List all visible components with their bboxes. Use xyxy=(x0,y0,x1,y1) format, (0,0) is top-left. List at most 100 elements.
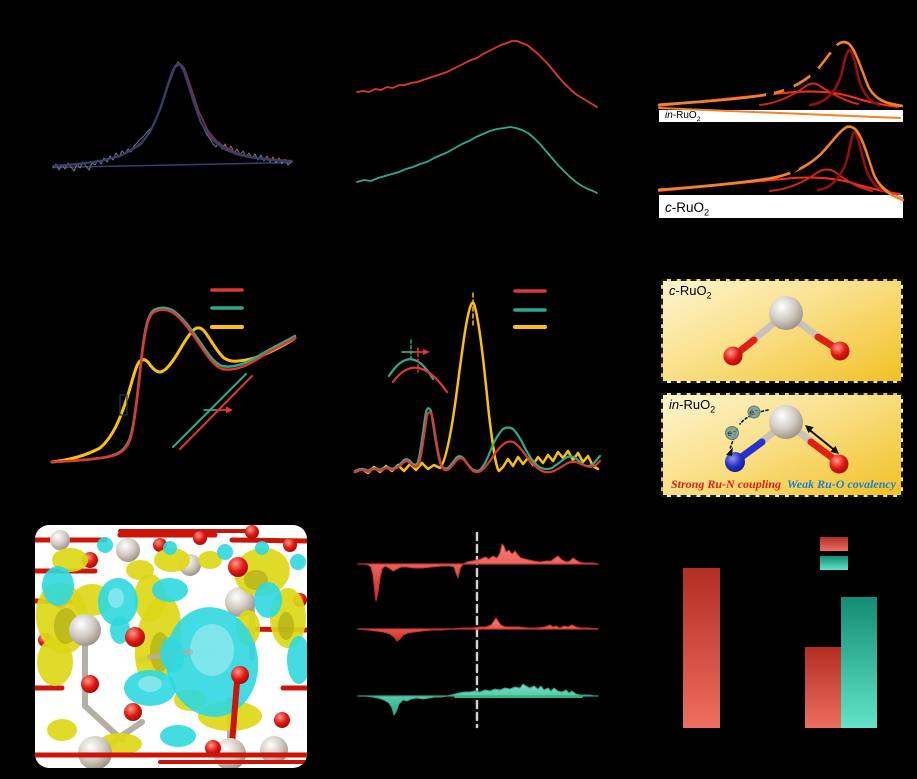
schematic-o-atom-left xyxy=(723,346,743,366)
charge-bond-red-front xyxy=(229,679,240,747)
xps-top-shoulder-peak xyxy=(759,82,859,106)
xps-top-broad-peak xyxy=(658,90,899,108)
charge-atom-red-front xyxy=(228,557,248,577)
xanes-inset-arrowhead xyxy=(226,406,233,414)
charge-blob-yellow xyxy=(52,548,88,572)
charge-blob-cyan xyxy=(287,636,307,684)
charge-blob-cyan xyxy=(254,582,282,618)
xps-top-label-rest: -RuO xyxy=(672,110,697,121)
xps-top-envelope-gap xyxy=(810,68,819,77)
exafs-red-curve xyxy=(353,411,602,474)
charge-blob-yellow xyxy=(126,560,154,580)
xps-top-label-prefix: in xyxy=(665,110,673,121)
charge-atom-red xyxy=(283,538,297,552)
schematic-o-atom-right xyxy=(830,341,850,361)
charge-atom-silver xyxy=(116,538,140,562)
xps-top-baseline-tail xyxy=(658,107,901,119)
exafs-teal-curve xyxy=(353,407,602,473)
xps-top-main-peak xyxy=(808,48,881,107)
xps-bottom-label: c-RuO2 xyxy=(665,197,709,224)
xps-top-envelope-gap xyxy=(766,91,774,97)
charge-blob-olive xyxy=(278,612,294,640)
xanes-inset-red-line xyxy=(179,375,253,450)
schematic-c-ruo2-title: c-RuO2 xyxy=(669,283,711,301)
xps-top-envelope-gap xyxy=(830,45,838,53)
epr-fit-shadow xyxy=(54,63,293,167)
charge-blob-cyan xyxy=(217,544,233,560)
charge-atom-red-front xyxy=(124,703,142,721)
weak-ru-o-covalency-label: Weak Ru-O covalency xyxy=(787,477,897,491)
charge-atom-red-front xyxy=(125,627,145,647)
schematic-ru-atom-top xyxy=(769,296,803,330)
charge-atom-red-front xyxy=(231,666,249,684)
charge-atom-red xyxy=(193,531,207,545)
charge-atom-silver-front xyxy=(260,736,288,764)
schematic-in-sub: 2 xyxy=(710,404,716,415)
charge-atom-red-front xyxy=(205,740,221,756)
charge-blob-cyan xyxy=(163,541,177,555)
electron-label: e⁻ xyxy=(727,428,737,438)
raman-lower-curve xyxy=(356,126,598,194)
schematic-double-arrow-head xyxy=(830,445,839,454)
exafs-inset-arrowhead xyxy=(423,349,430,355)
epr-baseline xyxy=(52,161,293,169)
schematic-electron-arrowhead xyxy=(726,447,733,456)
bar-legend-teal-swatch xyxy=(820,556,848,570)
charge-rod-red xyxy=(229,537,307,544)
epr-fit-curve xyxy=(52,62,293,167)
schematic-c-prefix: c xyxy=(669,283,676,298)
charge-blob-cyan xyxy=(42,566,74,606)
schematic-o-atom-bottom xyxy=(829,454,849,474)
schematic-electron-circle xyxy=(725,426,739,440)
schematic-n-atom xyxy=(725,452,745,472)
charge-blob-yellow xyxy=(37,638,73,686)
electron-label: e⁻ xyxy=(749,407,759,417)
schematic-box-c-ruo2 xyxy=(661,279,903,383)
cohp-trace1-area xyxy=(357,543,599,602)
xps-bottom-main-peak xyxy=(816,130,887,193)
bar-red-tall xyxy=(683,568,720,728)
xps-bottom-label-prefix: c xyxy=(665,200,672,215)
xps-bottom-envelope-gap xyxy=(790,166,799,174)
charge-blob-yellow xyxy=(47,719,77,741)
cohp-trace2-area xyxy=(357,617,599,642)
xps-top-label: in-RuO2 xyxy=(665,110,700,126)
epr-raw-trace xyxy=(52,61,293,172)
charge-blob-cyan-highlight xyxy=(138,676,162,692)
charge-blob-yellow xyxy=(198,551,222,569)
schematic-c-sub: 2 xyxy=(706,290,712,301)
charge-atom-silver xyxy=(225,587,255,617)
charge-blob-cyan xyxy=(97,537,113,553)
xps-bottom-envelope-gap xyxy=(814,146,822,155)
xps-top-envelope xyxy=(657,40,904,108)
xps-top-label-sub: 2 xyxy=(696,116,701,123)
cohp-trace3-area xyxy=(357,683,599,716)
charge-blob-cyan xyxy=(290,554,306,570)
xps-top-envelope-gap xyxy=(784,85,794,92)
xps-bottom-label-rest: -RuO xyxy=(671,200,705,215)
charge-blob-cyan xyxy=(255,541,269,555)
xps-bottom-label-sub: 2 xyxy=(704,207,710,218)
charge-atom-red-front xyxy=(81,675,99,693)
charge-atom-silver-front xyxy=(69,614,101,646)
bar-legend-red-swatch xyxy=(820,537,848,551)
charge-blob-cyan xyxy=(152,578,188,602)
schematic-ru-atom-bottom xyxy=(769,405,803,439)
bar-red-short xyxy=(805,647,841,728)
xanes-teal-curve xyxy=(50,306,297,464)
schematic-in-prefix: in xyxy=(669,397,680,412)
charge-disc-cyan xyxy=(159,637,185,673)
charge-atom-red xyxy=(245,525,259,539)
charge-blob-cyan xyxy=(160,725,196,747)
charge-atom-red-front xyxy=(274,712,290,728)
xps-bottom-shoulder-peak xyxy=(769,168,873,192)
xps-bottom-label-strip xyxy=(659,195,903,218)
schematic-electron-circle xyxy=(747,405,761,419)
xanes-edge-marker-box xyxy=(119,394,128,416)
charge-atom-silver xyxy=(50,530,70,550)
strong-ru-n-coupling-label: Strong Ru-N coupling xyxy=(671,477,782,491)
schematic-in-rest: -RuO xyxy=(679,397,711,412)
xanes-red-curve xyxy=(50,308,297,464)
